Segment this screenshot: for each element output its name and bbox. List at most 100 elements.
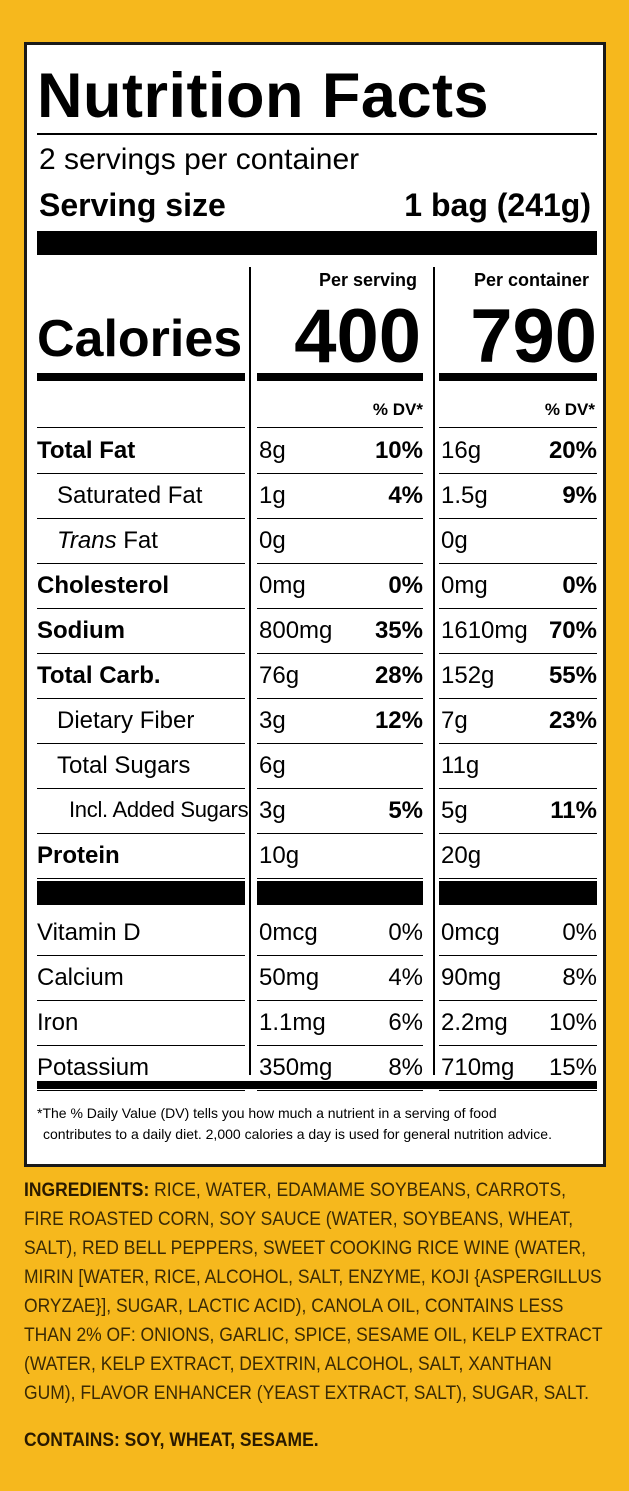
column-divider-left: [249, 267, 251, 1075]
serving-dv: 6%: [388, 1009, 423, 1036]
row-divider: [257, 698, 423, 699]
row-divider: [37, 833, 245, 834]
row-divider: [257, 473, 423, 474]
footnote-line-1: *The % Daily Value (DV) tells you how mu…: [37, 1105, 497, 1121]
label-title: Nutrition Facts: [37, 61, 490, 131]
dv-header-serving: % DV*: [372, 400, 423, 419]
row-divider: [257, 1000, 423, 1001]
nutrient-name: Trans Fat: [57, 527, 158, 554]
nutrient-row: Protein 10g 20g: [27, 834, 603, 879]
container-dv: 10%: [548, 1009, 597, 1036]
nutrient-row: Sodium 800mg 35% 1610mg 70%: [27, 609, 603, 654]
serving-amount: 3g: [259, 797, 286, 824]
calories-rule-name: [37, 373, 245, 381]
title-rule: [37, 133, 597, 135]
row-divider: [439, 698, 597, 699]
row-divider: [257, 563, 423, 564]
container-dv: 8%: [562, 964, 597, 991]
row-divider: [37, 698, 245, 699]
row-divider: [37, 563, 245, 564]
row-divider: [439, 427, 597, 428]
nutrient-name: Total Sugars: [57, 752, 191, 779]
row-divider: [439, 608, 597, 609]
row-divider: [37, 1000, 245, 1001]
thick-rule-vitamins: [37, 881, 245, 905]
row-divider: [37, 427, 245, 428]
container-amount: 2.2mg: [441, 1009, 508, 1036]
serving-size-label: Serving size: [39, 187, 226, 223]
nutrient-name: Sodium: [37, 617, 125, 644]
serving-amount: 0mg: [259, 572, 306, 599]
nutrient-name: Dietary Fiber: [57, 707, 195, 734]
row-divider: [439, 1090, 597, 1091]
serving-dv: 8%: [388, 1054, 423, 1081]
serving-dv: 12%: [374, 707, 423, 734]
nutrient-row: Saturated Fat 1g 4% 1.5g 9%: [27, 474, 603, 519]
row-divider: [37, 955, 245, 956]
ingredients-list: INGREDIENTS: RICE, WATER, EDAMAME SOYBEA…: [24, 1176, 604, 1408]
calories-rule-serving: [257, 373, 423, 381]
vitamin-row: Iron 1.1mg 6% 2.2mg 10%: [27, 1001, 603, 1046]
footnote-line-2: contributes to a daily diet. 2,000 calor…: [43, 1126, 552, 1142]
serving-amount: 0mcg: [259, 919, 318, 946]
row-divider: [257, 955, 423, 956]
container-amount: 152g: [441, 662, 495, 689]
row-divider: [37, 518, 245, 519]
serving-amount: 76g: [259, 662, 300, 689]
row-divider: [439, 653, 597, 654]
row-divider: [439, 955, 597, 956]
serving-dv: 35%: [374, 617, 423, 644]
row-divider: [37, 878, 245, 879]
container-dv: 9%: [562, 482, 597, 509]
container-dv: 11%: [550, 797, 597, 824]
nutrient-name: Iron: [37, 1009, 79, 1036]
row-divider: [37, 743, 245, 744]
calories-per-container: 790: [470, 294, 597, 379]
container-dv: 0%: [562, 919, 597, 946]
row-divider: [439, 878, 597, 879]
ingredients-heading: INGREDIENTS:: [24, 1180, 150, 1201]
dv-header-container: % DV*: [544, 400, 595, 419]
serving-amount: 10g: [259, 842, 300, 869]
nutrient-row: Total Carb. 76g 28% 152g 55%: [27, 654, 603, 699]
calories-label: Calories: [37, 310, 243, 368]
column-divider-right: [433, 267, 435, 1075]
row-divider: [439, 473, 597, 474]
nutrient-name: Total Carb.: [37, 662, 161, 689]
serving-amount: 0g: [259, 527, 286, 554]
per-serving-header: Per serving: [318, 270, 417, 290]
row-divider: [257, 833, 423, 834]
serving-amount: 800mg: [259, 617, 333, 644]
row-divider: [257, 743, 423, 744]
row-divider: [439, 563, 597, 564]
container-dv: 20%: [548, 437, 597, 464]
nutrition-facts-label: Nutrition Facts 2 servings per container…: [24, 42, 606, 1167]
nutrient-name: Potassium: [37, 1054, 150, 1081]
serving-dv: 0%: [388, 919, 423, 946]
vitamin-row: Vitamin D 0mcg 0% 0mcg 0%: [27, 911, 603, 956]
vitamin-row: Calcium 50mg 4% 90mg 8%: [27, 956, 603, 1001]
container-amount: 710mg: [441, 1054, 515, 1081]
servings-per-container: 2 servings per container: [39, 143, 360, 176]
row-divider: [439, 833, 597, 834]
container-amount: 0g: [441, 527, 468, 554]
calories-rule-container: [439, 373, 597, 381]
container-amount: 1.5g: [441, 482, 488, 509]
nutrient-row: Incl. Added Sugars 3g 5% 5g 11%: [27, 789, 603, 834]
row-divider: [257, 608, 423, 609]
bottom-rule: [37, 1081, 597, 1089]
container-dv: 23%: [548, 707, 597, 734]
row-divider: [37, 788, 245, 789]
container-dv: 70%: [548, 617, 597, 644]
serving-amount: 1g: [259, 482, 286, 509]
row-divider: [257, 518, 423, 519]
container-dv: 15%: [548, 1054, 597, 1081]
thick-rule-top: [37, 231, 597, 255]
per-container-header: Per container: [473, 270, 589, 290]
calories-per-serving: 400: [294, 294, 421, 379]
nutrient-row: Trans Fat 0g 0g: [27, 519, 603, 564]
nutrient-name: Total Fat: [37, 437, 136, 464]
serving-dv: 10%: [374, 437, 423, 464]
serving-dv: 5%: [388, 797, 423, 824]
row-divider: [439, 518, 597, 519]
